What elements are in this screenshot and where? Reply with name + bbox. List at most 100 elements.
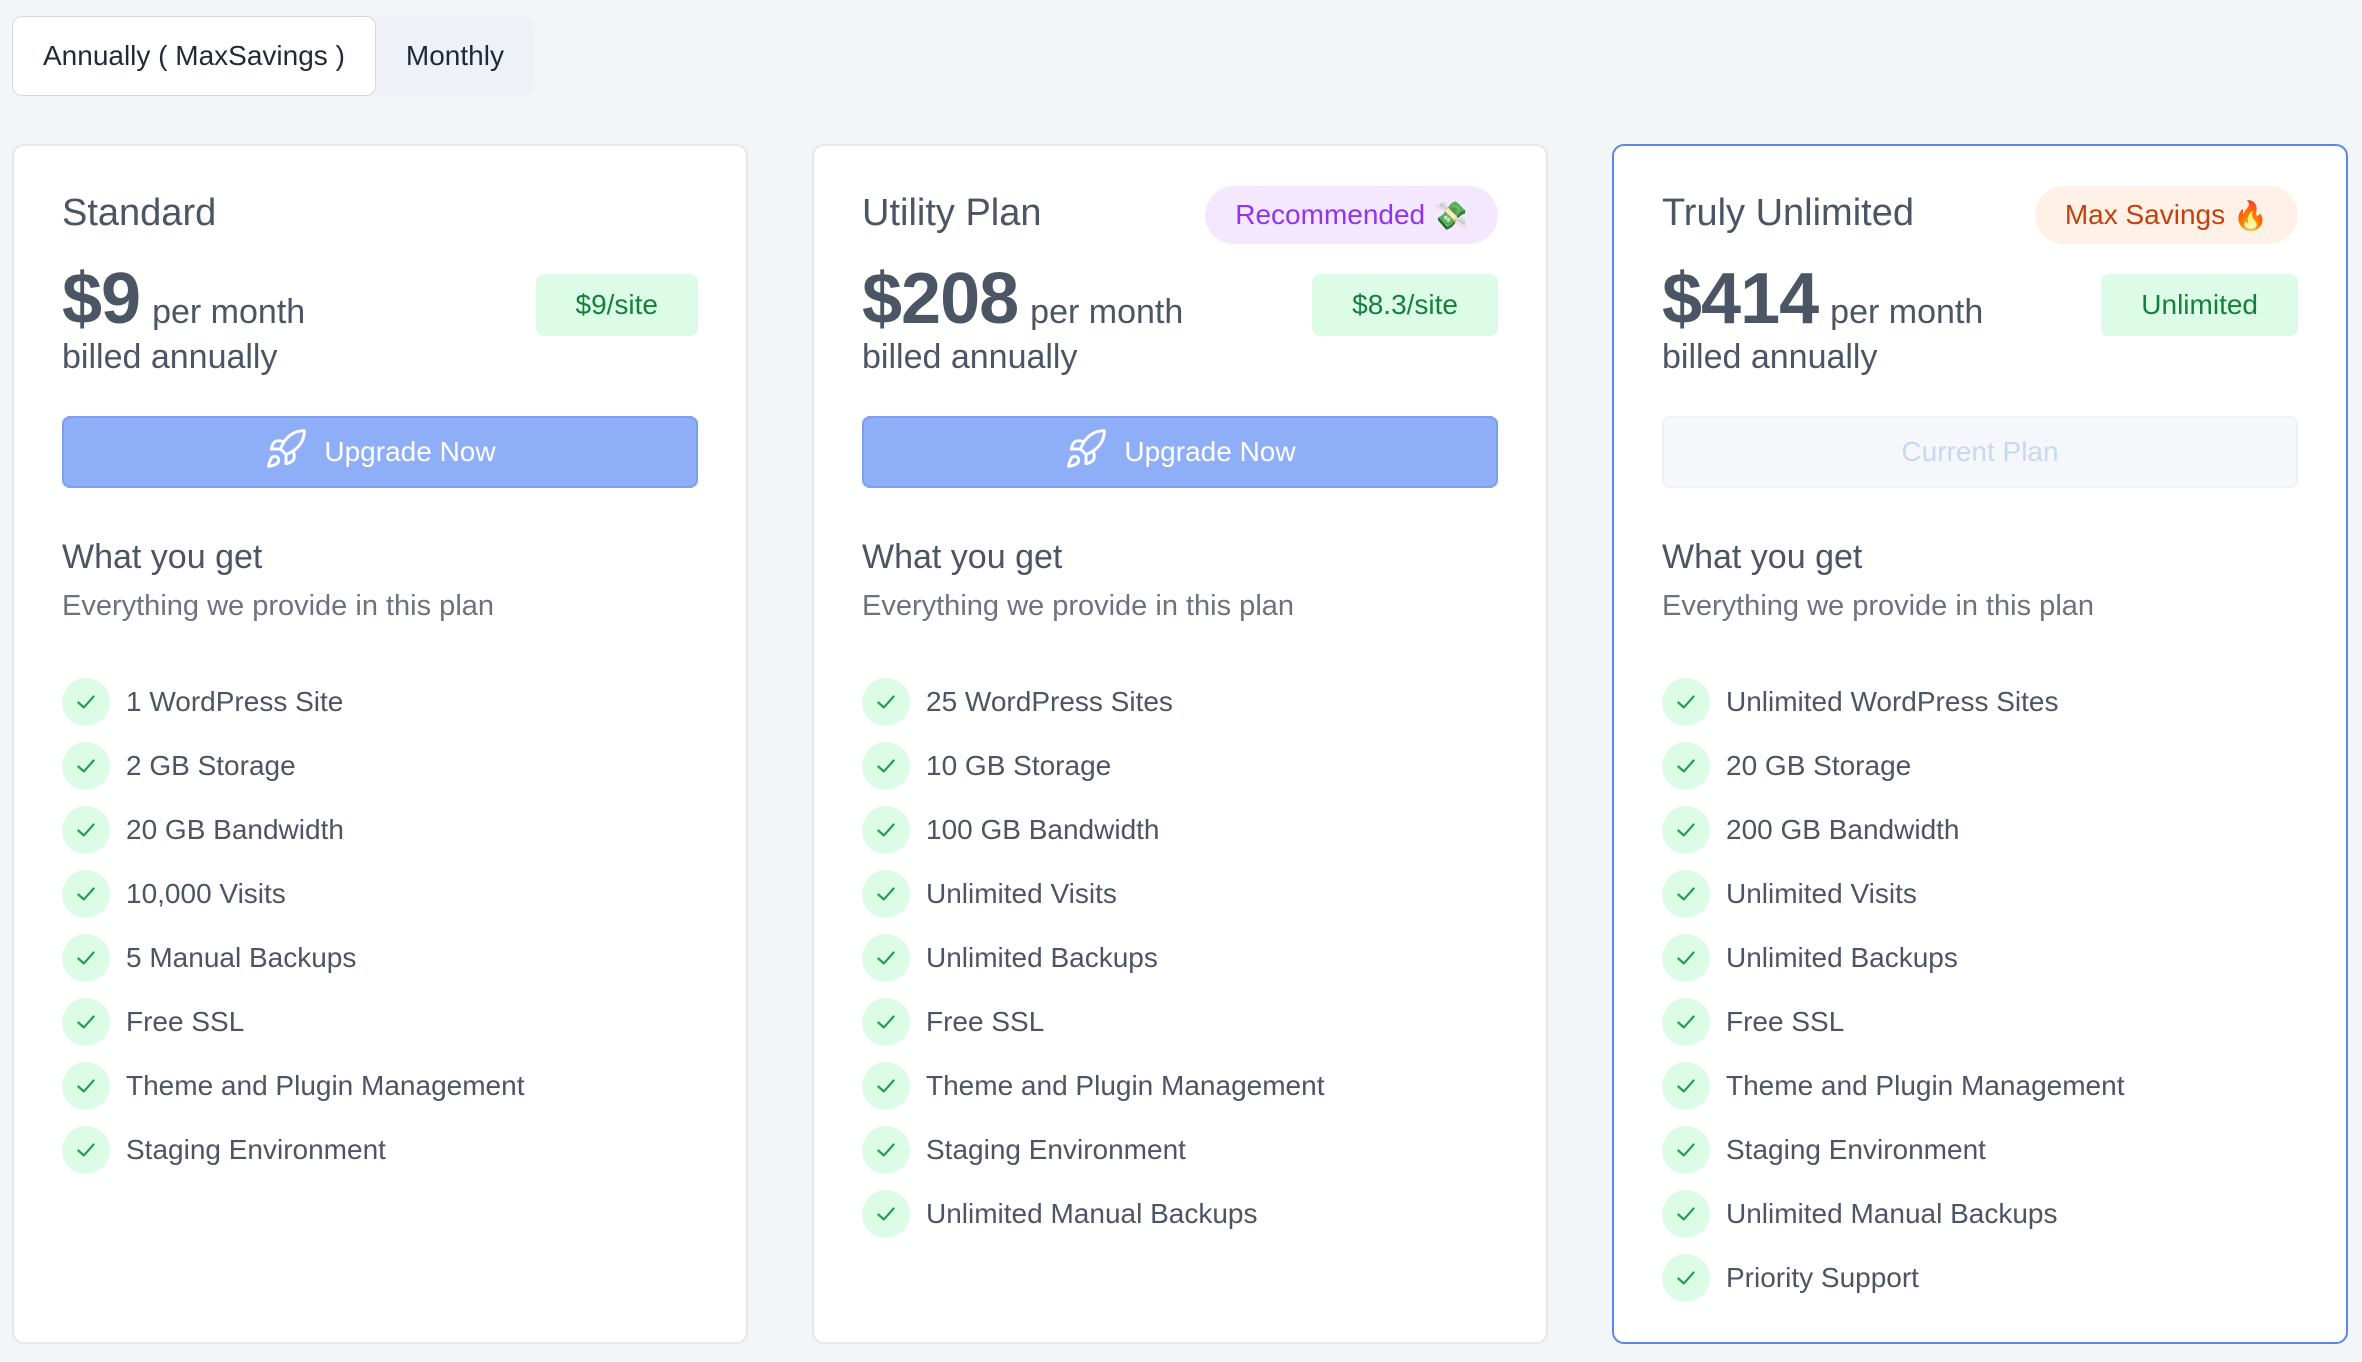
toggle-annually[interactable]: Annually ( MaxSavings ) (12, 16, 376, 96)
plan-price: $208 (862, 259, 1019, 339)
feature-item: 200 GB Bandwidth (1662, 798, 2124, 862)
feature-label: Staging Environment (926, 1134, 1186, 1165)
check-icon (62, 1126, 110, 1174)
feature-label: Unlimited Visits (1726, 878, 1917, 909)
feature-item: Unlimited Manual Backups (1662, 1182, 2124, 1246)
current-plan-button[interactable]: Current Plan (1662, 416, 2298, 488)
feature-label: Unlimited Visits (926, 878, 1117, 909)
check-icon (1662, 678, 1710, 726)
feature-item: Theme and Plugin Management (862, 1054, 1324, 1118)
feature-label: Staging Environment (126, 1134, 386, 1165)
feature-item: Staging Environment (1662, 1118, 2124, 1182)
feature-label: Unlimited Backups (926, 942, 1158, 973)
check-icon (1662, 998, 1710, 1046)
recommended-badge: Recommended 💸 (1205, 186, 1498, 244)
feature-label: Unlimited WordPress Sites (1726, 686, 2059, 717)
badge-label: Max Savings (2064, 199, 2226, 230)
button-label: Upgrade Now (1124, 436, 1296, 467)
check-icon (62, 1062, 110, 1110)
section-heading: What you get (862, 538, 1063, 576)
price-period: per month (1030, 293, 1184, 331)
feature-item: Theme and Plugin Management (1662, 1054, 2124, 1118)
feature-label: Theme and Plugin Management (126, 1070, 525, 1101)
feature-item: Staging Environment (862, 1118, 1324, 1182)
check-icon (862, 934, 910, 982)
feature-label: Unlimited Manual Backups (1726, 1198, 2058, 1229)
feature-item: 20 GB Bandwidth (62, 798, 524, 862)
plan-card-standard: Standard $9 per month billed annually $9… (12, 144, 748, 1344)
feature-label: 100 GB Bandwidth (926, 814, 1160, 845)
plan-price: $414 (1662, 259, 1819, 339)
price-period: per month (1830, 293, 1984, 331)
upgrade-now-button[interactable]: Upgrade Now (62, 416, 698, 488)
feature-item: Free SSL (862, 990, 1324, 1054)
feature-label: 5 Manual Backups (126, 942, 357, 973)
feature-item: Unlimited Visits (1662, 862, 2124, 926)
feature-item: Unlimited Manual Backups (862, 1182, 1324, 1246)
feature-label: 2 GB Storage (126, 750, 296, 781)
feature-item: 2 GB Storage (62, 734, 524, 798)
feature-label: Theme and Plugin Management (926, 1070, 1325, 1101)
check-icon (1662, 806, 1710, 854)
upgrade-now-button[interactable]: Upgrade Now (862, 416, 1498, 488)
check-icon (62, 678, 110, 726)
feature-label: Free SSL (1726, 1006, 1845, 1037)
feature-label: Free SSL (926, 1006, 1045, 1037)
price-row: $414 per month (1662, 258, 1983, 340)
fire-icon: 🔥 (2233, 199, 2268, 231)
check-icon (862, 742, 910, 790)
section-subtitle: Everything we provide in this plan (62, 590, 495, 622)
feature-label: Theme and Plugin Management (1726, 1070, 2125, 1101)
feature-item: Theme and Plugin Management (62, 1054, 524, 1118)
billing-note: billed annually (1662, 338, 1878, 376)
feature-list: 25 WordPress Sites 10 GB Storage 100 GB Ba… (862, 670, 1324, 1246)
plan-name: Truly Unlimited (1662, 192, 1914, 234)
feature-label: 10 GB Storage (926, 750, 1112, 781)
feature-item: Staging Environment (62, 1118, 524, 1182)
billing-note: billed annually (62, 338, 278, 376)
feature-item: Unlimited Visits (862, 862, 1324, 926)
check-icon (862, 870, 910, 918)
feature-item: 10 GB Storage (862, 734, 1324, 798)
plan-card-truly-unlimited: Truly Unlimited Max Savings 🔥 $414 per m… (1612, 144, 2348, 1344)
feature-item: 20 GB Storage (1662, 734, 2124, 798)
check-icon (1662, 1126, 1710, 1174)
feature-item: Unlimited Backups (1662, 926, 2124, 990)
feature-item: 100 GB Bandwidth (862, 798, 1324, 862)
check-icon (1662, 934, 1710, 982)
section-heading: What you get (62, 538, 263, 576)
per-site-badge: Unlimited (2101, 274, 2298, 336)
price-period: per month (152, 293, 306, 331)
max-savings-badge: Max Savings 🔥 (2034, 186, 2298, 244)
feature-list: 1 WordPress Site 2 GB Storage 20 GB Bandwi… (62, 670, 524, 1182)
check-icon (862, 806, 910, 854)
check-icon (62, 870, 110, 918)
feature-item: 1 WordPress Site (62, 670, 524, 734)
check-icon (1662, 870, 1710, 918)
billing-toggle: Annually ( MaxSavings ) Monthly (12, 16, 534, 96)
check-icon (62, 998, 110, 1046)
check-icon (862, 1062, 910, 1110)
feature-label: 25 WordPress Sites (926, 686, 1173, 717)
feature-label: Unlimited Manual Backups (926, 1198, 1258, 1229)
money-icon: 💸 (1433, 199, 1468, 231)
toggle-monthly[interactable]: Monthly (405, 40, 504, 71)
check-icon (1662, 1062, 1710, 1110)
feature-label: 20 GB Bandwidth (126, 814, 344, 845)
feature-label: 200 GB Bandwidth (1726, 814, 1960, 845)
feature-item: 5 Manual Backups (62, 926, 524, 990)
feature-item: 25 WordPress Sites (862, 670, 1324, 734)
feature-label: 1 WordPress Site (126, 686, 344, 717)
feature-label: Priority Support (1726, 1262, 1919, 1293)
feature-item: Priority Support (1662, 1246, 2124, 1310)
button-label: Current Plan (1901, 436, 2059, 467)
price-row: $208 per month (862, 258, 1183, 340)
per-site-badge: $9/site (535, 274, 698, 336)
check-icon (1662, 742, 1710, 790)
check-icon (62, 934, 110, 982)
rocket-icon (264, 427, 308, 478)
price-row: $9 per month (62, 258, 305, 340)
check-icon (62, 806, 110, 854)
feature-item: Free SSL (1662, 990, 2124, 1054)
badge-label: Recommended (1235, 199, 1426, 230)
